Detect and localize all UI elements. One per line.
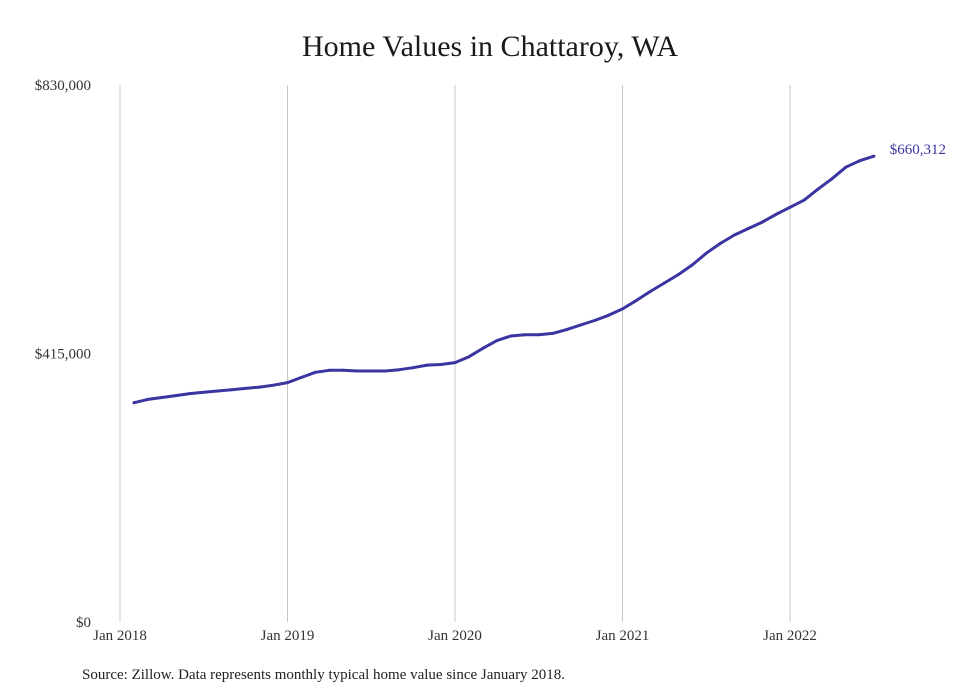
- data-point: [188, 392, 192, 396]
- data-point: [579, 323, 583, 327]
- data-point: [844, 165, 848, 169]
- data-point: [286, 381, 289, 385]
- x-tick-label: Jan 2022: [763, 628, 817, 644]
- data-point: [258, 385, 262, 389]
- data-point: [746, 227, 750, 231]
- data-point: [662, 281, 666, 285]
- data-point: [481, 346, 485, 350]
- data-point: [383, 369, 387, 373]
- data-point: [495, 339, 499, 343]
- data-point: [453, 361, 457, 365]
- y-tick-label: $415,000: [35, 347, 91, 363]
- end-value-label: $660,312: [890, 142, 946, 158]
- data-point: [872, 154, 876, 158]
- end-label-layer: $660,312: [890, 142, 946, 158]
- x-axis-ticks: Jan 2018 Jan 2019 Jan 2020 Jan 2021 Jan 2022: [93, 628, 817, 644]
- data-point: [411, 366, 415, 370]
- data-point: [327, 368, 331, 372]
- data-point: [774, 212, 778, 216]
- data-point: [313, 370, 317, 374]
- data-point: [369, 369, 373, 373]
- data-point: [802, 198, 806, 202]
- data-point: [341, 368, 345, 372]
- data-point: [216, 389, 220, 393]
- chart-source-note: Source: Zillow. Data represents monthly …: [82, 667, 566, 683]
- data-point: [732, 233, 736, 237]
- data-point: [439, 363, 443, 366]
- series-line: [132, 154, 876, 405]
- data-point: [621, 307, 624, 311]
- data-point: [272, 383, 275, 387]
- x-tick-label: Jan 2019: [261, 628, 315, 644]
- data-point: [397, 368, 401, 372]
- y-tick-label: $830,000: [35, 78, 91, 94]
- data-point: [704, 251, 708, 255]
- data-point: [718, 242, 722, 245]
- data-point: [648, 289, 652, 293]
- data-point: [816, 187, 820, 191]
- data-point: [593, 319, 597, 322]
- data-point: [509, 334, 513, 338]
- data-point: [244, 386, 248, 390]
- y-tick-label: $0: [76, 615, 91, 631]
- data-point: [523, 333, 527, 337]
- data-point: [174, 394, 178, 398]
- x-tick-label: Jan 2018: [93, 628, 147, 644]
- grid-lines: [119, 85, 791, 622]
- data-point: [607, 313, 610, 317]
- y-axis-ticks: $0 $415,000 $830,000: [35, 78, 91, 631]
- data-point: [551, 331, 555, 335]
- data-point: [132, 401, 136, 405]
- data-point: [565, 328, 569, 332]
- data-point: [537, 333, 541, 337]
- line-chart: $0$415,000$830,000 Jan 2018 Jan 2019 Jan 2…: [35, 78, 946, 644]
- data-point: [760, 220, 764, 224]
- x-tick-label: Jan 2021: [596, 628, 650, 644]
- x-tick-label: Jan 2020: [428, 628, 482, 644]
- data-point: [467, 355, 471, 359]
- data-point: [830, 177, 834, 181]
- data-point: [676, 273, 680, 277]
- data-point: [146, 397, 150, 401]
- data-point: [690, 263, 694, 267]
- chart-title: Home Values in Chattaroy, WA: [301, 30, 679, 63]
- data-point: [160, 396, 164, 399]
- data-point: [300, 375, 303, 379]
- data-point: [202, 390, 206, 394]
- data-point: [230, 388, 234, 392]
- data-point: [425, 363, 429, 367]
- data-point: [788, 205, 792, 209]
- data-point: [858, 159, 862, 163]
- series-layer: [132, 154, 876, 405]
- data-point: [355, 369, 359, 373]
- data-point: [635, 298, 638, 302]
